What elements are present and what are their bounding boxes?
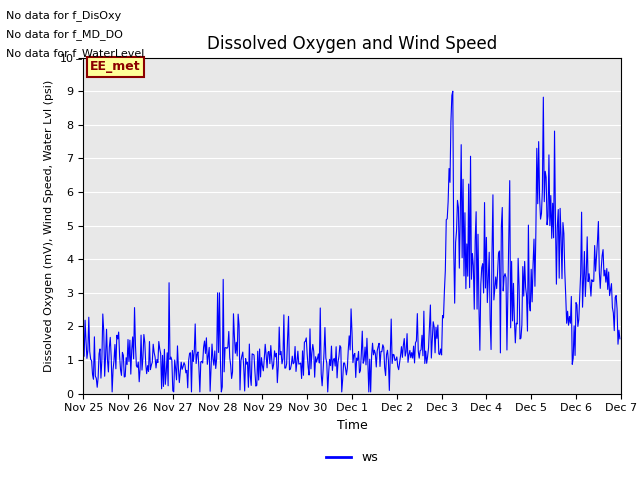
Text: No data for f_WaterLevel: No data for f_WaterLevel (6, 48, 145, 59)
Legend: ws: ws (321, 446, 383, 469)
X-axis label: Time: Time (337, 419, 367, 432)
Y-axis label: Dissolved Oxygen (mV), Wind Speed, Water Lvl (psi): Dissolved Oxygen (mV), Wind Speed, Water… (44, 80, 54, 372)
Text: EE_met: EE_met (90, 60, 141, 73)
Text: No data for f_DisOxy: No data for f_DisOxy (6, 10, 122, 21)
Text: No data for f_MD_DO: No data for f_MD_DO (6, 29, 124, 40)
Title: Dissolved Oxygen and Wind Speed: Dissolved Oxygen and Wind Speed (207, 35, 497, 53)
